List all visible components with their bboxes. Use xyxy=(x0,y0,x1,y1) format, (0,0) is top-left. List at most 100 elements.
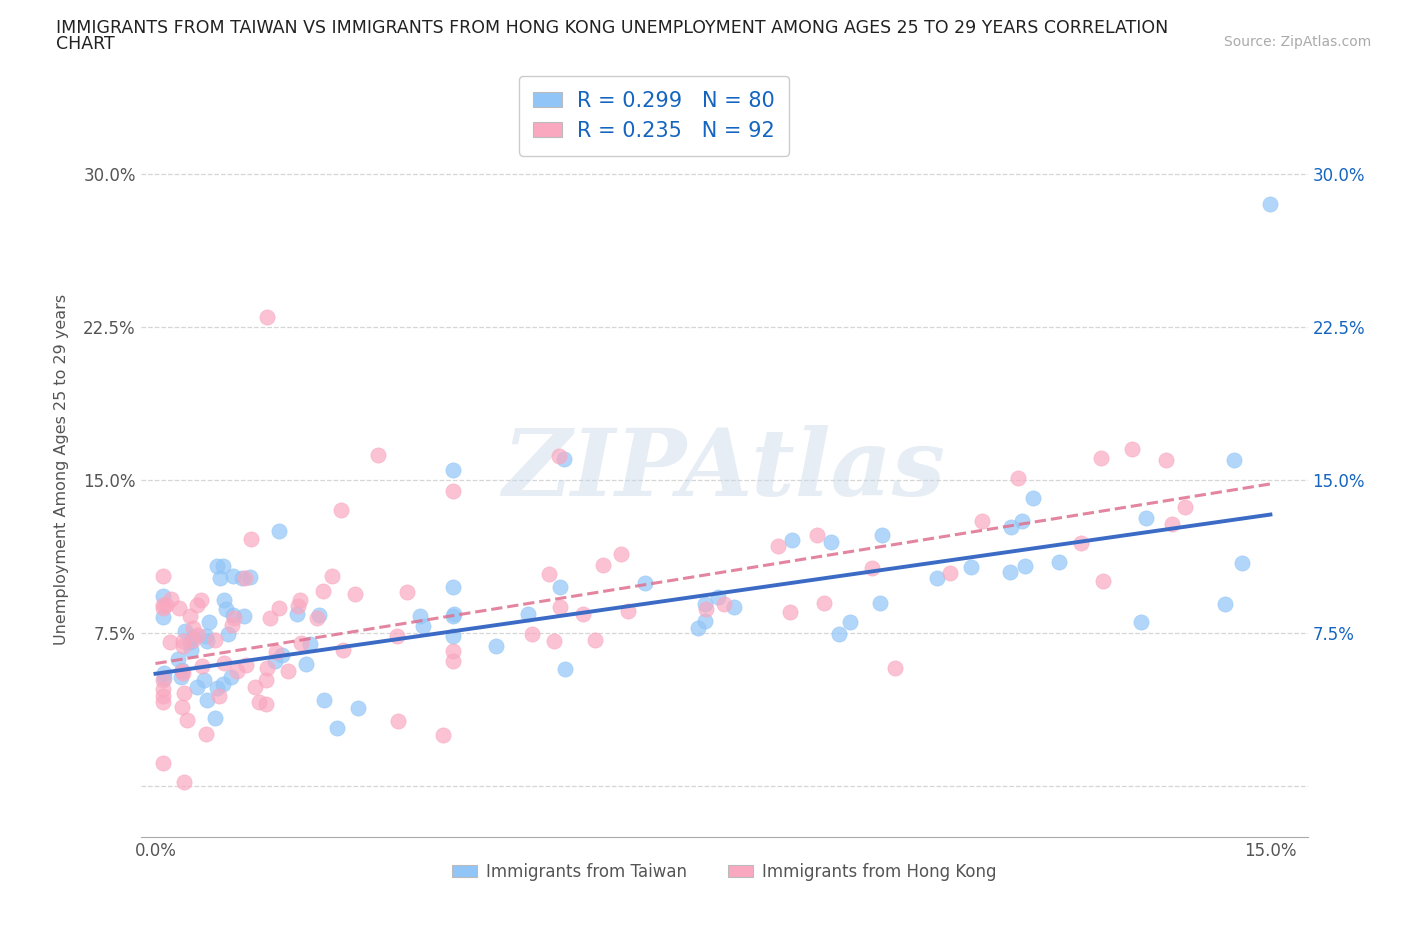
Text: Source: ZipAtlas.com: Source: ZipAtlas.com xyxy=(1223,35,1371,49)
Point xyxy=(307,611,329,626)
Point xyxy=(153,666,176,681)
Point xyxy=(256,660,278,675)
Point xyxy=(1047,554,1070,569)
Point xyxy=(1090,450,1112,465)
Point xyxy=(695,596,717,611)
Point xyxy=(259,610,281,625)
Point xyxy=(385,629,408,644)
Point xyxy=(330,503,353,518)
Point xyxy=(617,604,640,618)
Point xyxy=(344,587,367,602)
Point xyxy=(264,644,287,659)
Point xyxy=(170,700,193,715)
Point xyxy=(254,697,277,711)
Point xyxy=(186,679,208,694)
Point xyxy=(222,607,245,622)
Point xyxy=(159,635,181,650)
Point xyxy=(367,448,389,463)
Point xyxy=(970,513,993,528)
Point xyxy=(1260,197,1282,212)
Text: IMMIGRANTS FROM TAIWAN VS IMMIGRANTS FROM HONG KONG UNEMPLOYMENT AMONG AGES 25 T: IMMIGRANTS FROM TAIWAN VS IMMIGRANTS FRO… xyxy=(56,19,1168,36)
Point xyxy=(960,560,983,575)
Point xyxy=(271,648,294,663)
Point xyxy=(1215,597,1237,612)
Point xyxy=(1160,516,1182,531)
Point xyxy=(264,654,287,669)
Point xyxy=(240,531,263,546)
Point xyxy=(225,664,247,679)
Point xyxy=(939,565,962,580)
Point xyxy=(707,590,730,604)
Point xyxy=(520,627,543,642)
Point xyxy=(441,462,464,477)
Point xyxy=(207,688,229,703)
Point xyxy=(1007,471,1029,485)
Point xyxy=(288,592,311,607)
Point xyxy=(176,712,198,727)
Point xyxy=(222,611,245,626)
Point xyxy=(485,639,508,654)
Point xyxy=(190,592,212,607)
Point xyxy=(441,654,464,669)
Point xyxy=(167,601,190,616)
Point xyxy=(215,602,238,617)
Point xyxy=(870,527,893,542)
Point xyxy=(180,643,202,658)
Point xyxy=(1022,491,1045,506)
Point xyxy=(277,663,299,678)
Point xyxy=(207,558,229,573)
Point xyxy=(443,606,465,621)
Point xyxy=(208,570,231,585)
Legend: Immigrants from Taiwan, Immigrants from Hong Kong: Immigrants from Taiwan, Immigrants from … xyxy=(446,857,1002,887)
Point xyxy=(441,629,464,644)
Point xyxy=(779,604,801,619)
Point xyxy=(231,570,253,585)
Point xyxy=(170,663,193,678)
Point xyxy=(441,484,464,498)
Point xyxy=(217,627,239,642)
Point xyxy=(152,609,174,624)
Point xyxy=(1014,558,1036,573)
Point xyxy=(233,570,256,585)
Point xyxy=(1070,536,1092,551)
Point xyxy=(152,673,174,688)
Point xyxy=(537,566,560,581)
Point xyxy=(1154,453,1177,468)
Point xyxy=(299,637,322,652)
Point xyxy=(152,682,174,697)
Point xyxy=(432,727,454,742)
Point xyxy=(295,657,318,671)
Point xyxy=(713,597,735,612)
Point xyxy=(204,632,226,647)
Point xyxy=(396,585,419,600)
Point xyxy=(813,595,835,610)
Point xyxy=(312,584,335,599)
Point xyxy=(211,677,233,692)
Point xyxy=(152,601,174,616)
Point xyxy=(695,602,717,617)
Point xyxy=(1011,514,1033,529)
Point xyxy=(221,618,243,632)
Point xyxy=(326,721,349,736)
Point xyxy=(321,568,343,583)
Point xyxy=(254,673,277,688)
Point xyxy=(173,624,195,639)
Point xyxy=(517,606,540,621)
Point xyxy=(204,711,226,725)
Point xyxy=(183,630,205,644)
Point xyxy=(287,599,309,614)
Point xyxy=(155,598,177,613)
Point xyxy=(183,633,205,648)
Point xyxy=(1000,565,1022,579)
Point xyxy=(1223,453,1246,468)
Point xyxy=(550,600,572,615)
Point xyxy=(839,614,862,629)
Point xyxy=(219,670,242,684)
Point xyxy=(927,571,949,586)
Point xyxy=(153,671,176,685)
Point xyxy=(634,576,657,591)
Point xyxy=(441,608,464,623)
Point xyxy=(766,538,789,553)
Point xyxy=(688,620,710,635)
Point xyxy=(1000,520,1022,535)
